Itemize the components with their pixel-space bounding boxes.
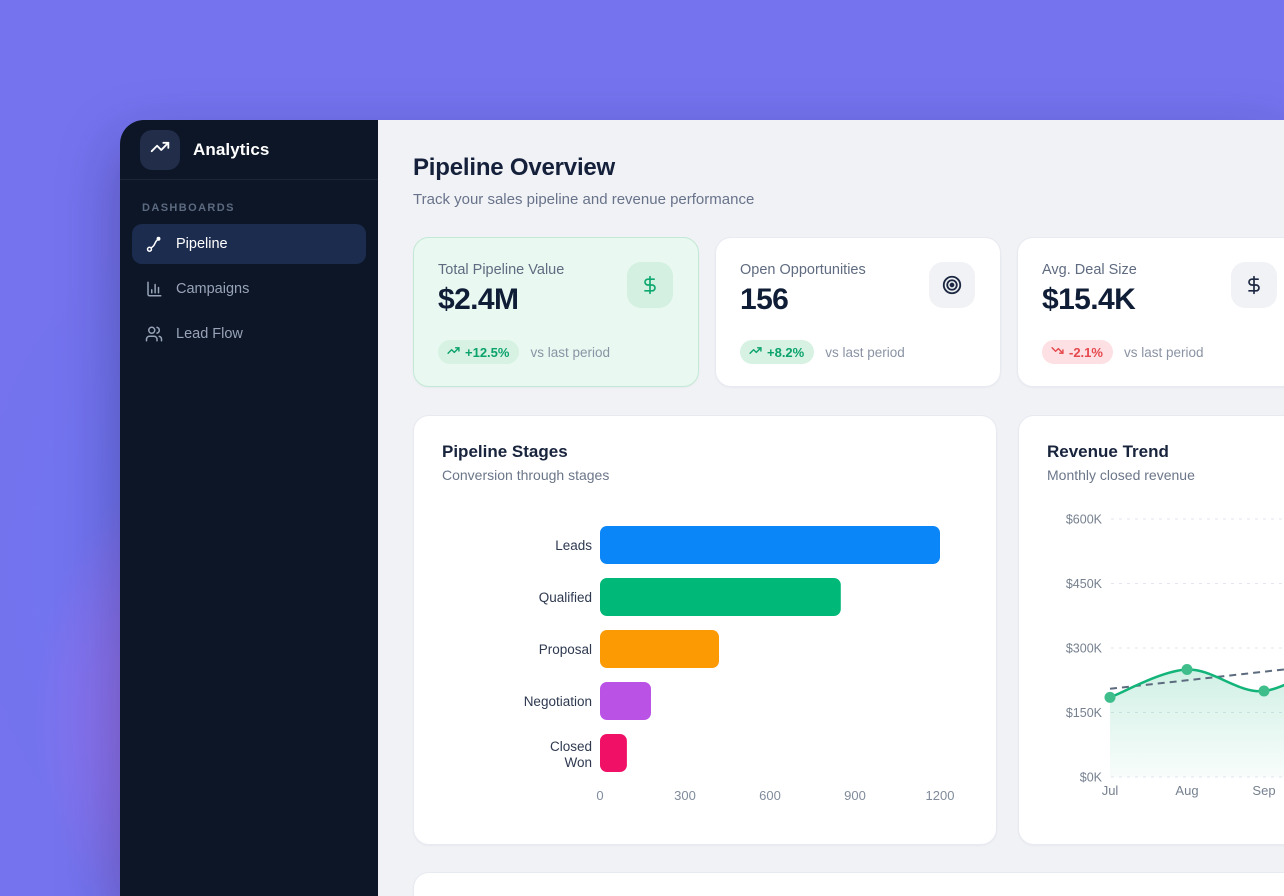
sidebar-item-lead-flow[interactable]: Lead Flow [132, 314, 366, 354]
svg-text:Sep: Sep [1252, 783, 1275, 798]
svg-text:$0K: $0K [1080, 771, 1103, 785]
trending-up-icon [749, 344, 762, 360]
trend-value: +12.5% [465, 344, 510, 360]
trending-up-icon [447, 344, 460, 360]
trend-badge: +8.2% [740, 340, 815, 364]
main-content: Pipeline Overview Track your sales pipel… [378, 120, 1284, 896]
route-icon [145, 235, 163, 253]
trend-badge: -2.1% [1042, 340, 1113, 364]
dollar-icon [1231, 262, 1277, 308]
svg-text:$300K: $300K [1066, 642, 1103, 656]
sidebar-item-label: Lead Flow [176, 326, 243, 342]
sidebar-header: Analytics [120, 120, 378, 180]
kpi-label: Open Opportunities [740, 262, 866, 278]
chart-title: Pipeline Stages [442, 442, 568, 461]
kpi-value: $15.4K [1042, 283, 1136, 316]
users-icon [145, 325, 163, 343]
sidebar-item-campaigns[interactable]: Campaigns [132, 269, 366, 309]
svg-text:0: 0 [596, 788, 603, 803]
pipeline-stages-bar-chart: Leads Qualified Proposal Negotiation Closed W… [442, 504, 968, 804]
pipeline-stages-card: Pipeline Stages Conversion through stage… [413, 415, 997, 845]
kpi-card-avg-deal-size: Avg. Deal Size $15.4K -2.1% vs last peri… [1017, 237, 1284, 387]
compare-label: vs last period [530, 344, 610, 360]
kpi-label: Avg. Deal Size [1042, 262, 1137, 278]
trending-down-icon [1051, 344, 1064, 360]
analytics-app-window: Analytics DASHBOARDS Pipeline Campaigns [120, 120, 1284, 896]
kpi-value: $2.4M [438, 283, 519, 316]
app-logo [140, 129, 180, 170]
kpi-value: 156 [740, 283, 789, 316]
column-chart-icon [145, 280, 163, 298]
trend-value: -2.1% [1069, 344, 1103, 360]
trend-value: +8.2% [767, 344, 805, 360]
chart-subtitle: Conversion through stages [442, 467, 610, 483]
svg-text:Proposal: Proposal [539, 642, 592, 657]
compare-label: vs last period [825, 344, 905, 360]
svg-text:Jul: Jul [1102, 783, 1119, 798]
svg-text:Qualified: Qualified [539, 590, 592, 605]
svg-text:300: 300 [674, 788, 696, 803]
chart-subtitle: Monthly closed revenue [1047, 467, 1195, 483]
sidebar-nav: DASHBOARDS Pipeline Campaigns Lead Flow [120, 180, 378, 373]
charts-row: Pipeline Stages Conversion through stage… [413, 415, 1284, 845]
page-title: Pipeline Overview [413, 154, 616, 181]
sidebar-item-label: Pipeline [176, 236, 228, 252]
svg-text:$600K: $600K [1066, 513, 1103, 527]
sidebar: Analytics DASHBOARDS Pipeline Campaigns [120, 120, 378, 896]
kpi-card-open-opportunities: Open Opportunities 156 +8.2% vs last per… [715, 237, 1001, 387]
trending-up-icon [150, 137, 170, 162]
target-icon [929, 262, 975, 308]
svg-text:Negotiation: Negotiation [524, 694, 592, 709]
svg-text:$150K: $150K [1066, 706, 1103, 720]
kpi-card-total-pipeline-value: Total Pipeline Value $2.4M +12.5% vs las… [413, 237, 699, 387]
svg-text:1200: 1200 [926, 788, 955, 803]
sidebar-item-pipeline[interactable]: Pipeline [132, 224, 366, 264]
sidebar-item-label: Campaigns [176, 281, 250, 297]
kpi-label: Total Pipeline Value [438, 262, 565, 278]
kpi-row: Total Pipeline Value $2.4M +12.5% vs las… [413, 237, 1284, 387]
app-title: Analytics [193, 139, 270, 159]
trend-badge: +12.5% [438, 340, 520, 364]
svg-text:600: 600 [759, 788, 781, 803]
kpi-trend-row: -2.1% vs last period [1042, 340, 1204, 364]
chart-title: Revenue Trend [1047, 442, 1169, 461]
svg-text:$450K: $450K [1066, 577, 1103, 591]
dollar-icon [627, 262, 673, 308]
revenue-trend-line-chart: $0K$150K$300K$450K$600KJulAugSepOct [1047, 504, 1284, 804]
nav-section-label: DASHBOARDS [142, 202, 235, 214]
page-subtitle: Track your sales pipeline and revenue pe… [413, 191, 755, 208]
compare-label: vs last period [1123, 344, 1204, 360]
svg-text:900: 900 [844, 788, 866, 803]
svg-text:Leads: Leads [555, 538, 592, 553]
revenue-trend-card: Revenue Trend Monthly closed revenue $0K… [1018, 415, 1284, 845]
kpi-trend-row: +8.2% vs last period [740, 340, 905, 364]
svg-text:Aug: Aug [1175, 783, 1198, 798]
partially-visible-card [413, 872, 1284, 896]
kpi-trend-row: +12.5% vs last period [438, 340, 610, 364]
